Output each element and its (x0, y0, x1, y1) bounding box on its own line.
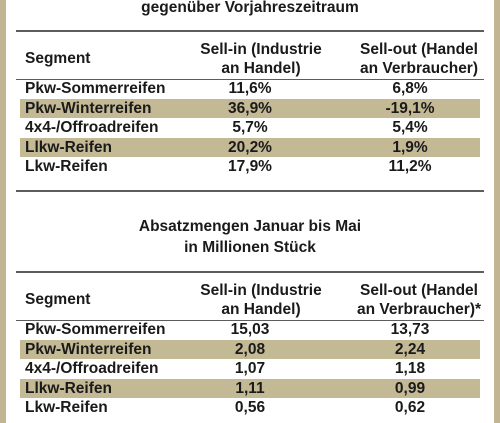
table-row: 4x4-/Offroadreifen 5,7% 5,4% (20, 118, 480, 137)
sell-in-cell: 2,08 (234, 340, 266, 358)
sell-in-cell: 5,7% (232, 119, 268, 137)
table2-header-sell-out-line2: an Verbraucher)* (356, 301, 482, 318)
segment-cell: Lkw-Reifen (25, 158, 108, 176)
table2-header-segment: Segment (25, 291, 91, 308)
sell-out-cell: 11,2% (388, 158, 432, 176)
table-row: Lkw-Reifen 0,56 0,62 (20, 398, 480, 417)
sell-in-cell: 1,07 (234, 360, 266, 378)
table2-caption-line1: Absatzmengen Januar bis Mai (138, 218, 362, 235)
sell-out-cell: 1,18 (394, 360, 426, 378)
table-row: Pkw-Sommerreifen 11,6% 6,8% (20, 79, 480, 98)
table-row: 4x4-/Offroadreifen 1,07 1,18 (20, 359, 480, 378)
sell-in-cell: 17,9% (228, 158, 272, 176)
table1-header-segment: Segment (25, 50, 91, 67)
sell-in-cell: 20,2% (228, 138, 272, 156)
table2-caption-line2: in Millionen Stück (184, 239, 316, 256)
segment-cell: Llkw-Reifen (25, 138, 112, 156)
segment-cell: Pkw-Winterreifen (25, 99, 152, 117)
sell-in-cell: 36,9% (228, 99, 272, 117)
table-row: Lkw-Reifen 17,9% 11,2% (20, 157, 480, 176)
table-row: Llkw-Reifen 1,11 0,99 (20, 378, 480, 398)
sell-in-cell: 1,11 (235, 379, 265, 397)
sell-out-cell: 0,99 (394, 379, 426, 397)
table-row: Pkw-Winterreifen 36,9% -19,1% (20, 98, 480, 118)
table2-header-rule (16, 320, 484, 321)
table-row: Pkw-Winterreifen 2,08 2,24 (20, 339, 480, 359)
sell-out-cell: 1,9% (392, 138, 428, 156)
sell-out-cell: 0,62 (394, 399, 426, 417)
segment-cell: Pkw-Sommerreifen (25, 80, 166, 97)
table1-header-rule (16, 79, 484, 80)
sell-in-cell: 11,6% (228, 80, 272, 97)
table-row: Llkw-Reifen 20,2% 1,9% (20, 137, 480, 157)
sell-in-cell: 0,56 (234, 399, 266, 417)
table1-caption: gegenüber Vorjahreszeitraum (141, 0, 359, 16)
sell-out-cell: 6,8% (392, 80, 428, 97)
table1-header-sell-out-line2: an Verbraucher) (359, 60, 479, 77)
sell-out-cell: -19,1% (385, 99, 435, 117)
table1-header-sell-in-line2: an Handel) (221, 60, 301, 77)
segment-cell: Pkw-Sommerreifen (25, 321, 166, 338)
table-row: Pkw-Sommerreifen 15,03 13,73 (20, 320, 480, 339)
segment-cell: 4x4-/Offroadreifen (25, 119, 159, 137)
table2-header-sell-in-line2: an Handel) (221, 301, 301, 318)
table1-header-sell-in-line1: Sell-in (Industrie (200, 41, 322, 58)
segment-cell: Pkw-Winterreifen (25, 340, 152, 358)
sell-out-cell: 13,73 (390, 321, 430, 338)
segment-cell: Lkw-Reifen (25, 399, 108, 417)
sell-out-cell: 2,24 (394, 340, 426, 358)
table2-top-rule (16, 190, 484, 192)
table2-caption-rule (16, 271, 484, 273)
segment-cell: Llkw-Reifen (25, 379, 112, 397)
table2-header-sell-in-line1: Sell-in (Industrie (200, 282, 322, 299)
table1-header-sell-out-line1: Sell-out (Handel (360, 41, 478, 58)
sell-out-cell: 5,4% (392, 119, 428, 137)
sell-in-cell: 15,03 (230, 321, 270, 338)
table2-header-sell-out-line1: Sell-out (Handel (360, 282, 478, 299)
table1-top-rule (16, 30, 484, 32)
segment-cell: 4x4-/Offroadreifen (25, 360, 159, 378)
